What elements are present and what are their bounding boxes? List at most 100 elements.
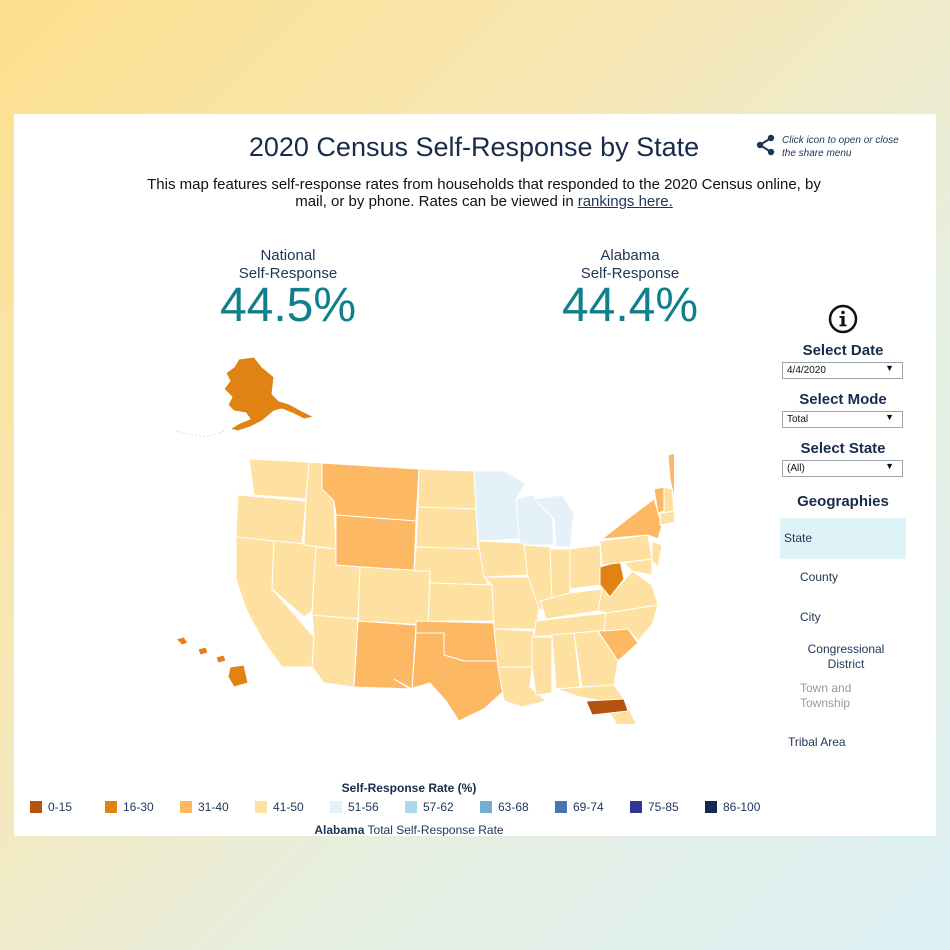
map-state-kansas[interactable] [427,582,495,622]
description: This map features self-response rates fr… [134,176,834,210]
caret-down-icon: ▼ [885,363,894,373]
legend-label: 41-50 [273,800,304,814]
legend: 0-15 16-30 31-40 41-50 51-56 57-62 63-68… [30,800,780,814]
legend-swatch [405,801,417,813]
legend-item: 86-100 [705,800,780,814]
national-stat: National Self-Response 44.5% [178,247,398,331]
select-mode-dropdown[interactable]: Total ▼ [782,411,903,428]
footer-state: Alabama [314,823,365,836]
legend-swatch [105,801,117,813]
map-state-massachusetts[interactable] [659,510,674,526]
geo-item-city[interactable]: City [800,610,821,624]
map-state-montana[interactable] [321,462,420,522]
footer-text: Total Self-Response Rate [367,823,504,836]
description-text: This map features self-response rates fr… [147,176,821,210]
legend-label: 57-62 [423,800,454,814]
legend-item: 41-50 [255,800,330,814]
share-control[interactable]: Click icon to open or close the share me… [756,134,902,160]
legend-item: 69-74 [555,800,630,814]
map-state-arizona[interactable] [311,614,359,688]
legend-item: 51-56 [330,800,405,814]
map-state-new-jersey[interactable] [651,540,663,569]
map-state-alaska[interactable] [223,356,316,432]
controls-panel: Select Date 4/4/2020 ▼ Select Mode Total… [780,304,906,750]
map-state-new-hampshire[interactable] [663,486,674,514]
legend-label: 86-100 [723,800,761,814]
legend-label: 69-74 [573,800,604,814]
map-state-hawaii[interactable] [175,636,249,688]
select-date-dropdown[interactable]: 4/4/2020 ▼ [782,362,903,379]
caret-down-icon: ▼ [885,461,894,471]
map-state-south-dakota[interactable] [415,506,479,550]
legend-swatch [30,801,42,813]
legend-swatch [630,801,642,813]
national-label-line1: National [260,247,316,264]
us-choropleth-map[interactable] [154,349,674,724]
map-state-virginia[interactable] [597,570,659,614]
caret-down-icon: ▼ [885,412,894,422]
legend-item: 57-62 [405,800,480,814]
state-label-line1: Alabama [600,247,660,264]
select-state-label: Select State [800,440,886,457]
map-state-texas[interactable] [393,632,507,722]
map-state-ohio[interactable] [569,544,603,590]
legend-swatch [180,801,192,813]
map-state-washington[interactable] [248,458,310,500]
legend-item: 16-30 [105,800,180,814]
state-value: 44.4% [561,279,699,332]
legend-title: Self-Response Rate (%) [341,781,477,795]
map-state-indiana[interactable] [549,548,571,600]
geo-item-county[interactable]: County [800,570,839,584]
legend-item: 0-15 [30,800,105,814]
map-state-colorado[interactable] [357,566,431,626]
map-state-mississippi[interactable] [531,636,553,696]
legend-label: 51-56 [348,800,379,814]
map-state-florida[interactable] [555,684,638,724]
legend-swatch [705,801,717,813]
geo-item-congressional-district[interactable]: Congressional District [807,642,885,671]
rankings-link[interactable]: rankings here. [577,193,673,210]
footer-caption: Alabama Total Self-Response Rate [14,823,804,836]
geo-item-state[interactable]: State [780,518,906,559]
select-state-value: (All) [787,463,805,474]
map-state-oregon[interactable] [235,494,307,545]
map-state-north-dakota[interactable] [417,468,477,510]
legend-label: 16-30 [123,800,154,814]
state-label-line2: Self-Response [580,265,680,282]
map-state-wyoming[interactable] [335,514,417,572]
geographies-title: Geographies [797,493,889,510]
dashboard-panel: 2020 Census Self-Response by State Click… [14,114,936,836]
map-state-iowa[interactable] [477,540,529,578]
national-label-line2: Self-Response [238,265,338,282]
info-icon[interactable] [828,304,858,334]
legend-swatch [555,801,567,813]
national-value: 44.5% [219,279,357,332]
legend-swatch [255,801,267,813]
select-date-label: Select Date [802,342,884,359]
share-icon[interactable] [756,134,776,156]
legend-label: 0-15 [48,800,73,814]
map-puerto-rico[interactable] [585,698,629,716]
map-state-new-york[interactable] [600,498,663,540]
select-mode-label: Select Mode [799,391,887,408]
legend-item: 63-68 [480,800,555,814]
select-mode-value: Total [787,414,809,425]
page-title: 2020 Census Self-Response by State [248,132,700,162]
share-hint: Click icon to open or close the share me… [782,135,899,159]
map-state-arkansas[interactable] [493,628,535,668]
legend-item: 31-40 [180,800,255,814]
state-stat: Alabama Self-Response 44.4% [520,247,740,331]
map-alaska-islands [175,430,225,438]
select-state-dropdown[interactable]: (All) ▼ [782,460,903,477]
legend-label: 75-85 [648,800,679,814]
map-state-michigan[interactable] [532,494,575,548]
legend-swatch [480,801,492,813]
legend-swatch [330,801,342,813]
map-state-new-mexico[interactable] [353,620,417,690]
map-state-maryland[interactable] [622,558,653,576]
legend-label: 63-68 [498,800,529,814]
select-date-value: 4/4/2020 [787,365,826,376]
geo-item-tribal-area[interactable]: Tribal Area [788,735,846,749]
map-state-maine[interactable] [667,451,674,498]
geo-item-town-township: Town and Township [800,681,852,710]
